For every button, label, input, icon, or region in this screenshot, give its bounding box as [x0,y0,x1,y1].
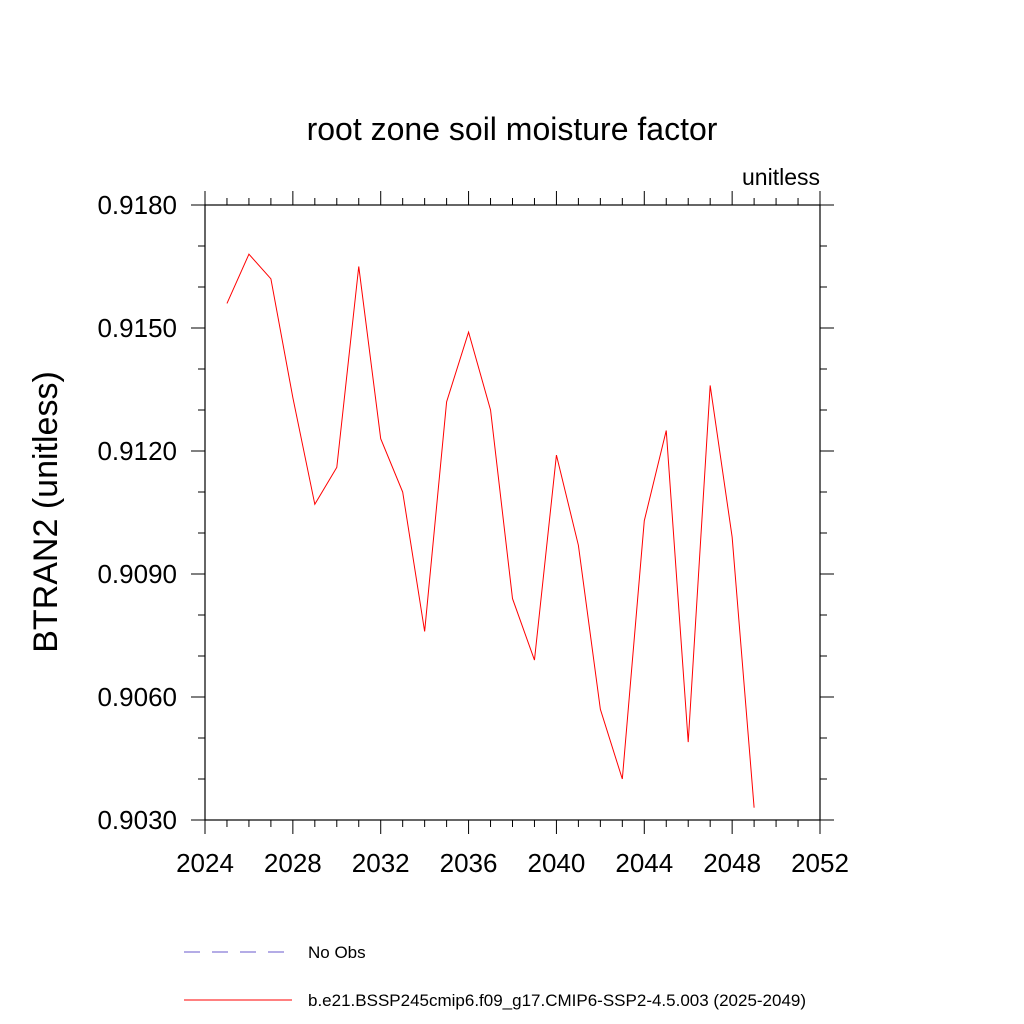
legend-label-0: No Obs [308,943,366,962]
y-tick-label: 0.9060 [97,682,177,712]
legend-label-1: b.e21.BSSP245cmip6.f09_g17.CMIP6-SSP2-4.… [308,991,806,1010]
series-line-1 [226,253,755,808]
y-tick-label: 0.9090 [97,559,177,589]
x-tick-label: 2024 [176,848,234,878]
x-tick-label: 2036 [440,848,498,878]
y-tick-label: 0.9120 [97,436,177,466]
chart-title: root zone soil moisture factor [307,111,718,147]
x-tick-label: 2028 [264,848,322,878]
x-tick-label: 2040 [528,848,586,878]
y-tick-label: 0.9030 [97,805,177,835]
axis-ticks: 2024 2028 2032 2036 2040 2044 2048 2052 0.9030 0.… [97,190,848,878]
x-tick-label: 2052 [791,848,849,878]
x-tick-label: 2032 [352,848,410,878]
legend: No Obs b.e21.BSSP245cmip6.f09_g17.CMIP6-S… [184,943,806,1010]
x-tick-label: 2048 [703,848,761,878]
plot-series [226,253,755,808]
x-tick-label: 2044 [615,848,673,878]
units-label: unitless [742,164,820,190]
y-tick-label: 0.9180 [97,190,177,220]
plot-frame [204,204,821,821]
y-tick-label: 0.9150 [97,313,177,343]
y-axis-label: BTRAN2 (unitless) [27,371,65,653]
